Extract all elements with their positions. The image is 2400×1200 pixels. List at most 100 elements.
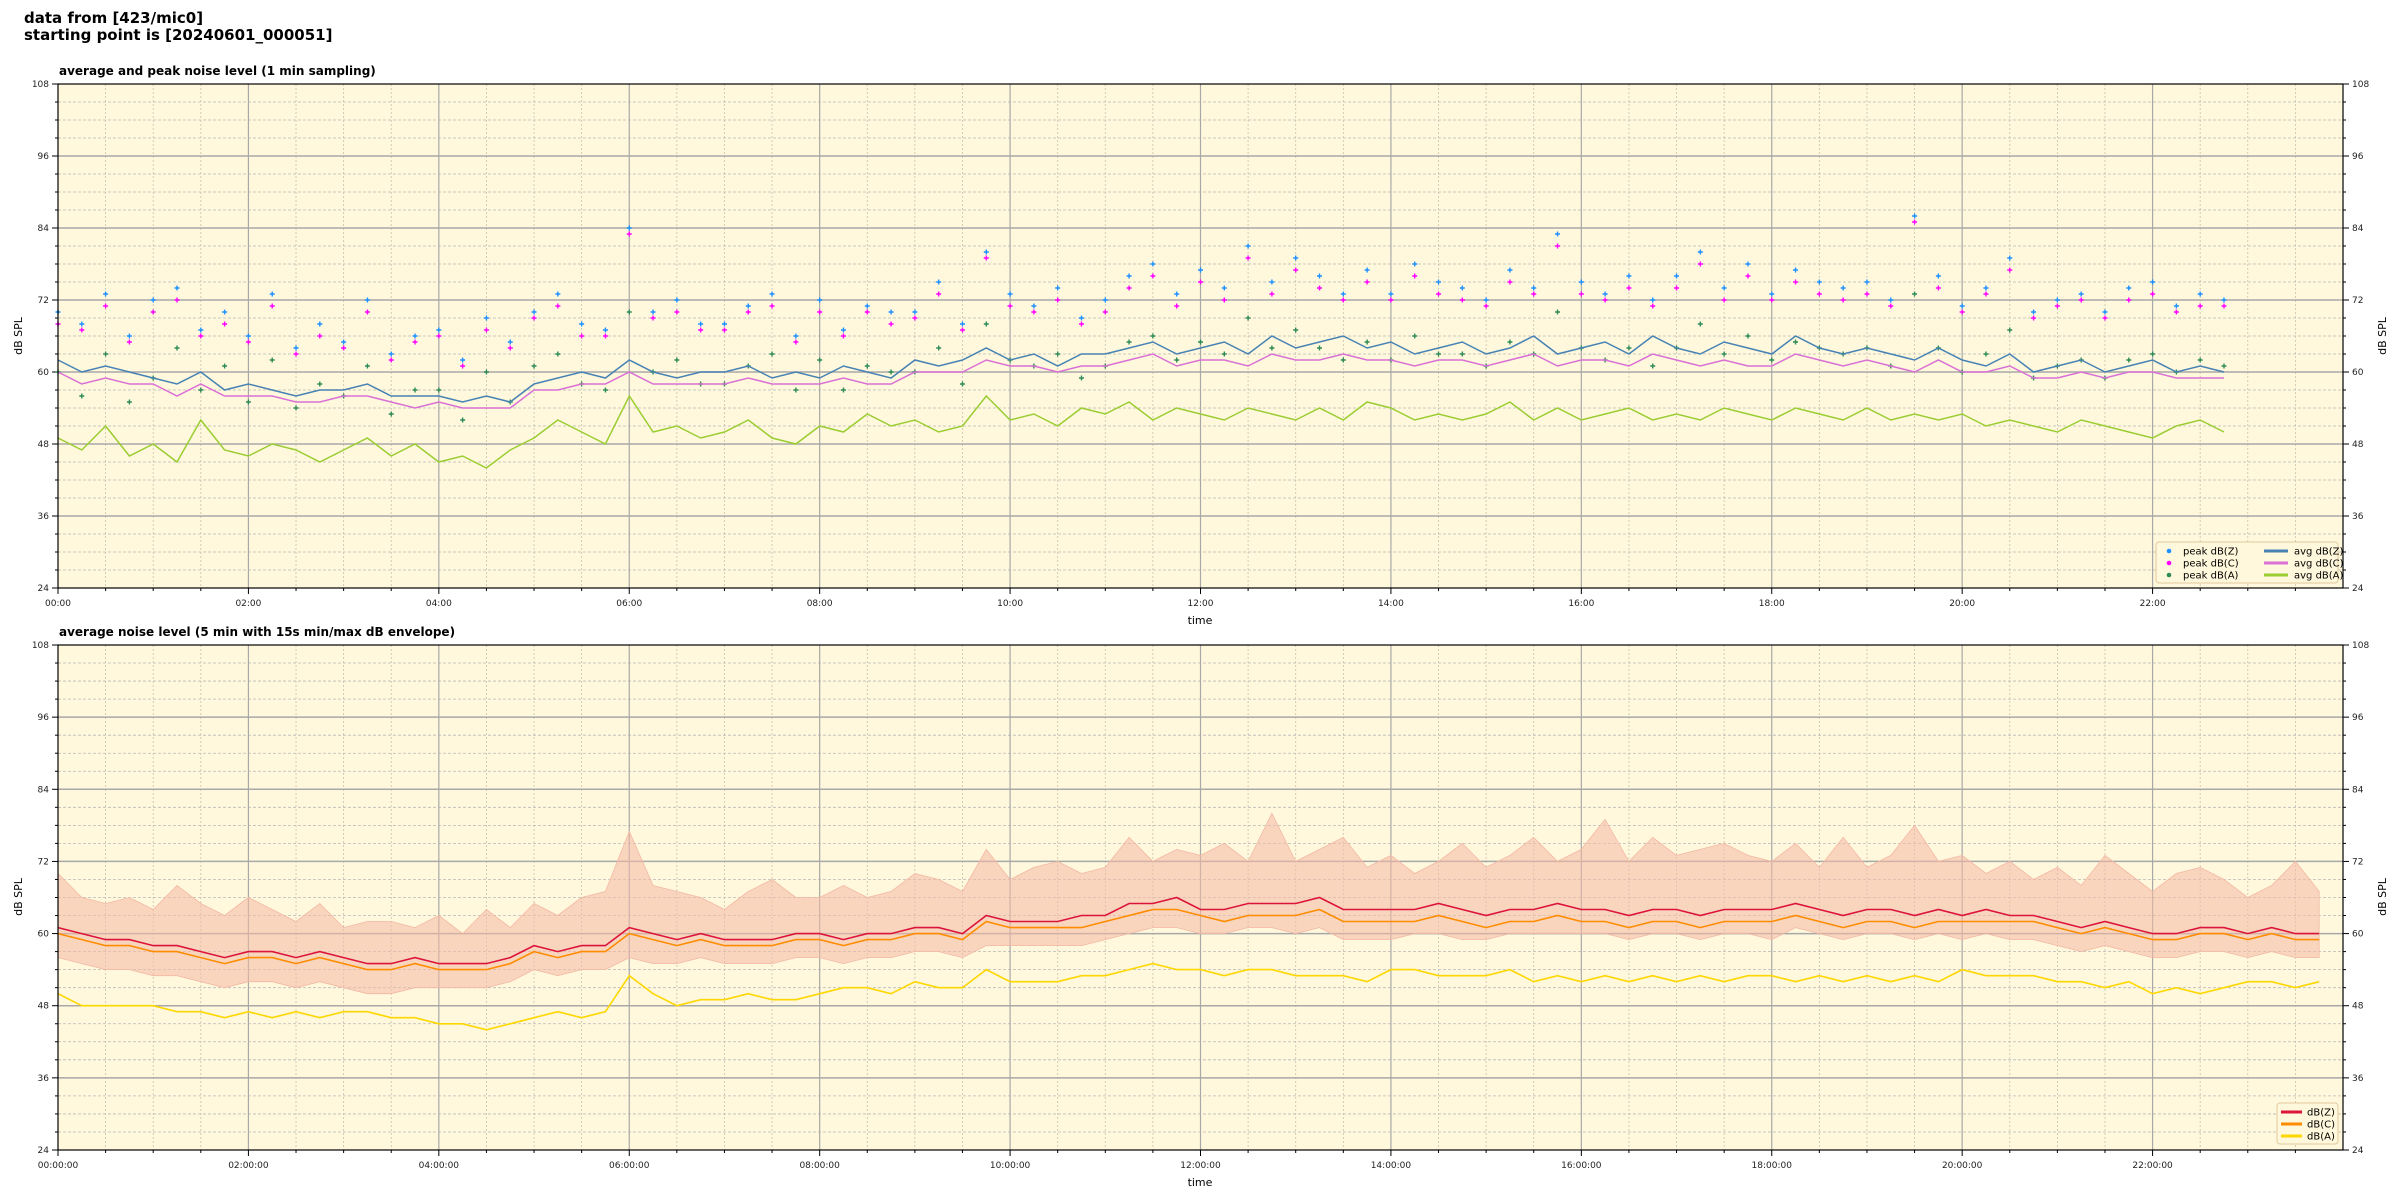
figure-title-source: data from [423/mic0]	[24, 9, 203, 27]
peak-point	[1650, 363, 1656, 369]
legend-label: avg dB(C)	[2294, 559, 2344, 570]
peak-point	[1007, 291, 1013, 297]
peak-point	[1650, 297, 1656, 303]
peak-point	[103, 291, 109, 297]
legend-label: peak dB(C)	[2183, 559, 2239, 570]
peak-point	[1340, 297, 1346, 303]
legend: peak dB(Z)peak dB(C)peak dB(A)avg dB(Z)a…	[2155, 541, 2344, 584]
peak-point	[769, 291, 775, 297]
plot-title: average noise level (5 min with 15s min/…	[59, 625, 455, 639]
peak-point	[650, 309, 656, 315]
peak-point	[198, 327, 204, 333]
y-tick-label-left: 84	[38, 224, 50, 234]
peak-point	[1745, 333, 1751, 339]
peak-point	[888, 369, 894, 375]
y-tick-label-left: 60	[38, 368, 50, 378]
peak-point	[1769, 291, 1775, 297]
y-tick-label-right: 24	[2352, 584, 2364, 594]
peak-point	[626, 225, 632, 231]
x-axis-label: time	[1188, 1176, 1213, 1189]
peak-point	[245, 339, 251, 345]
peak-point	[1912, 219, 1918, 225]
peak-point	[150, 309, 156, 315]
y-tick-label-left: 48	[38, 440, 50, 450]
peak-point	[1340, 357, 1346, 363]
peak-point	[1459, 285, 1465, 291]
peak-point	[198, 333, 204, 339]
y-tick-label-right: 96	[2352, 152, 2364, 162]
peak-point	[174, 345, 180, 351]
peak-point	[650, 315, 656, 321]
x-tick-label: 06:00	[616, 599, 642, 609]
peak-point	[2197, 357, 2203, 363]
peak-point	[817, 309, 823, 315]
peak-point	[1245, 243, 1251, 249]
peak-point	[460, 357, 466, 363]
peak-point	[1293, 327, 1299, 333]
peak-point	[698, 327, 704, 333]
peak-point	[317, 381, 323, 387]
peak-point	[2150, 291, 2156, 297]
peak-point	[1555, 243, 1561, 249]
peak-point	[79, 321, 85, 327]
peak-point	[1840, 285, 1846, 291]
peak-point	[222, 309, 228, 315]
peak-point	[126, 339, 132, 345]
x-tick-label: 20:00	[1949, 599, 1975, 609]
peak-point	[2054, 297, 2060, 303]
peak-point	[1055, 351, 1061, 357]
peak-point	[1578, 291, 1584, 297]
peak-point	[1793, 339, 1799, 345]
peak-point	[2221, 363, 2227, 369]
peak-point	[579, 321, 585, 327]
peak-point	[2221, 297, 2227, 303]
peak-point	[959, 327, 965, 333]
peak-point	[388, 357, 394, 363]
peak-point	[1031, 309, 1037, 315]
peak-point	[674, 309, 680, 315]
peak-point	[1388, 291, 1394, 297]
peak-point	[2102, 309, 2108, 315]
y-tick-label-right: 60	[2352, 930, 2364, 940]
peak-point	[531, 315, 537, 321]
peak-point	[2197, 291, 2203, 297]
y-tick-label-left: 108	[32, 641, 49, 651]
peak-point	[1697, 249, 1703, 255]
peak-point	[341, 345, 347, 351]
y-tick-label-right: 108	[2352, 641, 2369, 651]
peak-point	[1816, 291, 1822, 297]
peak-point	[1959, 303, 1965, 309]
peak-point	[1198, 339, 1203, 345]
line-series-avg-db-c-	[57, 353, 2224, 409]
peak-point	[1126, 273, 1132, 279]
peak-point	[103, 303, 109, 309]
peak-point	[1317, 345, 1323, 351]
x-tick-label: 06:00:00	[609, 1161, 650, 1171]
peak-point	[721, 321, 727, 327]
peak-point	[936, 279, 942, 285]
peak-point	[79, 393, 85, 399]
peak-point	[2173, 303, 2179, 309]
peak-point	[317, 333, 323, 339]
peak-point	[1221, 285, 1227, 291]
peak-point	[174, 285, 180, 291]
line-series-avg-db-z-	[57, 335, 2225, 403]
peak-point	[2173, 309, 2179, 315]
legend-marker	[2166, 548, 2172, 554]
peak-point	[388, 411, 394, 417]
peak-point	[1888, 303, 1894, 309]
peak-point	[1364, 279, 1370, 285]
y-axis-label-left: dB SPL	[12, 316, 25, 355]
peak-point	[1102, 297, 1108, 303]
peak-point	[1626, 345, 1632, 351]
peak-point	[2126, 357, 2132, 363]
legend-box	[2155, 541, 2339, 584]
x-tick-label: 04:00:00	[419, 1161, 460, 1171]
x-tick-label: 16:00:00	[1561, 1161, 1602, 1171]
peak-point	[293, 405, 299, 411]
y-tick-label-left: 60	[38, 930, 50, 940]
peak-point	[507, 339, 513, 345]
peak-point	[1983, 291, 1989, 297]
plot-frame	[57, 83, 2344, 589]
legend-label: dB(A)	[2307, 1132, 2335, 1143]
